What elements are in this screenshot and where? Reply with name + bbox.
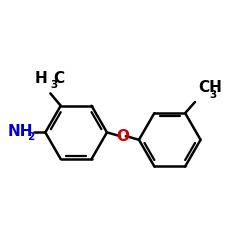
Text: H: H [34, 71, 47, 86]
Text: 3: 3 [50, 80, 57, 90]
Text: C: C [53, 71, 64, 86]
Text: NH: NH [8, 124, 33, 139]
Text: 2: 2 [27, 132, 34, 142]
Text: 3: 3 [209, 90, 216, 100]
Text: CH: CH [199, 80, 222, 95]
Text: O: O [116, 128, 130, 144]
